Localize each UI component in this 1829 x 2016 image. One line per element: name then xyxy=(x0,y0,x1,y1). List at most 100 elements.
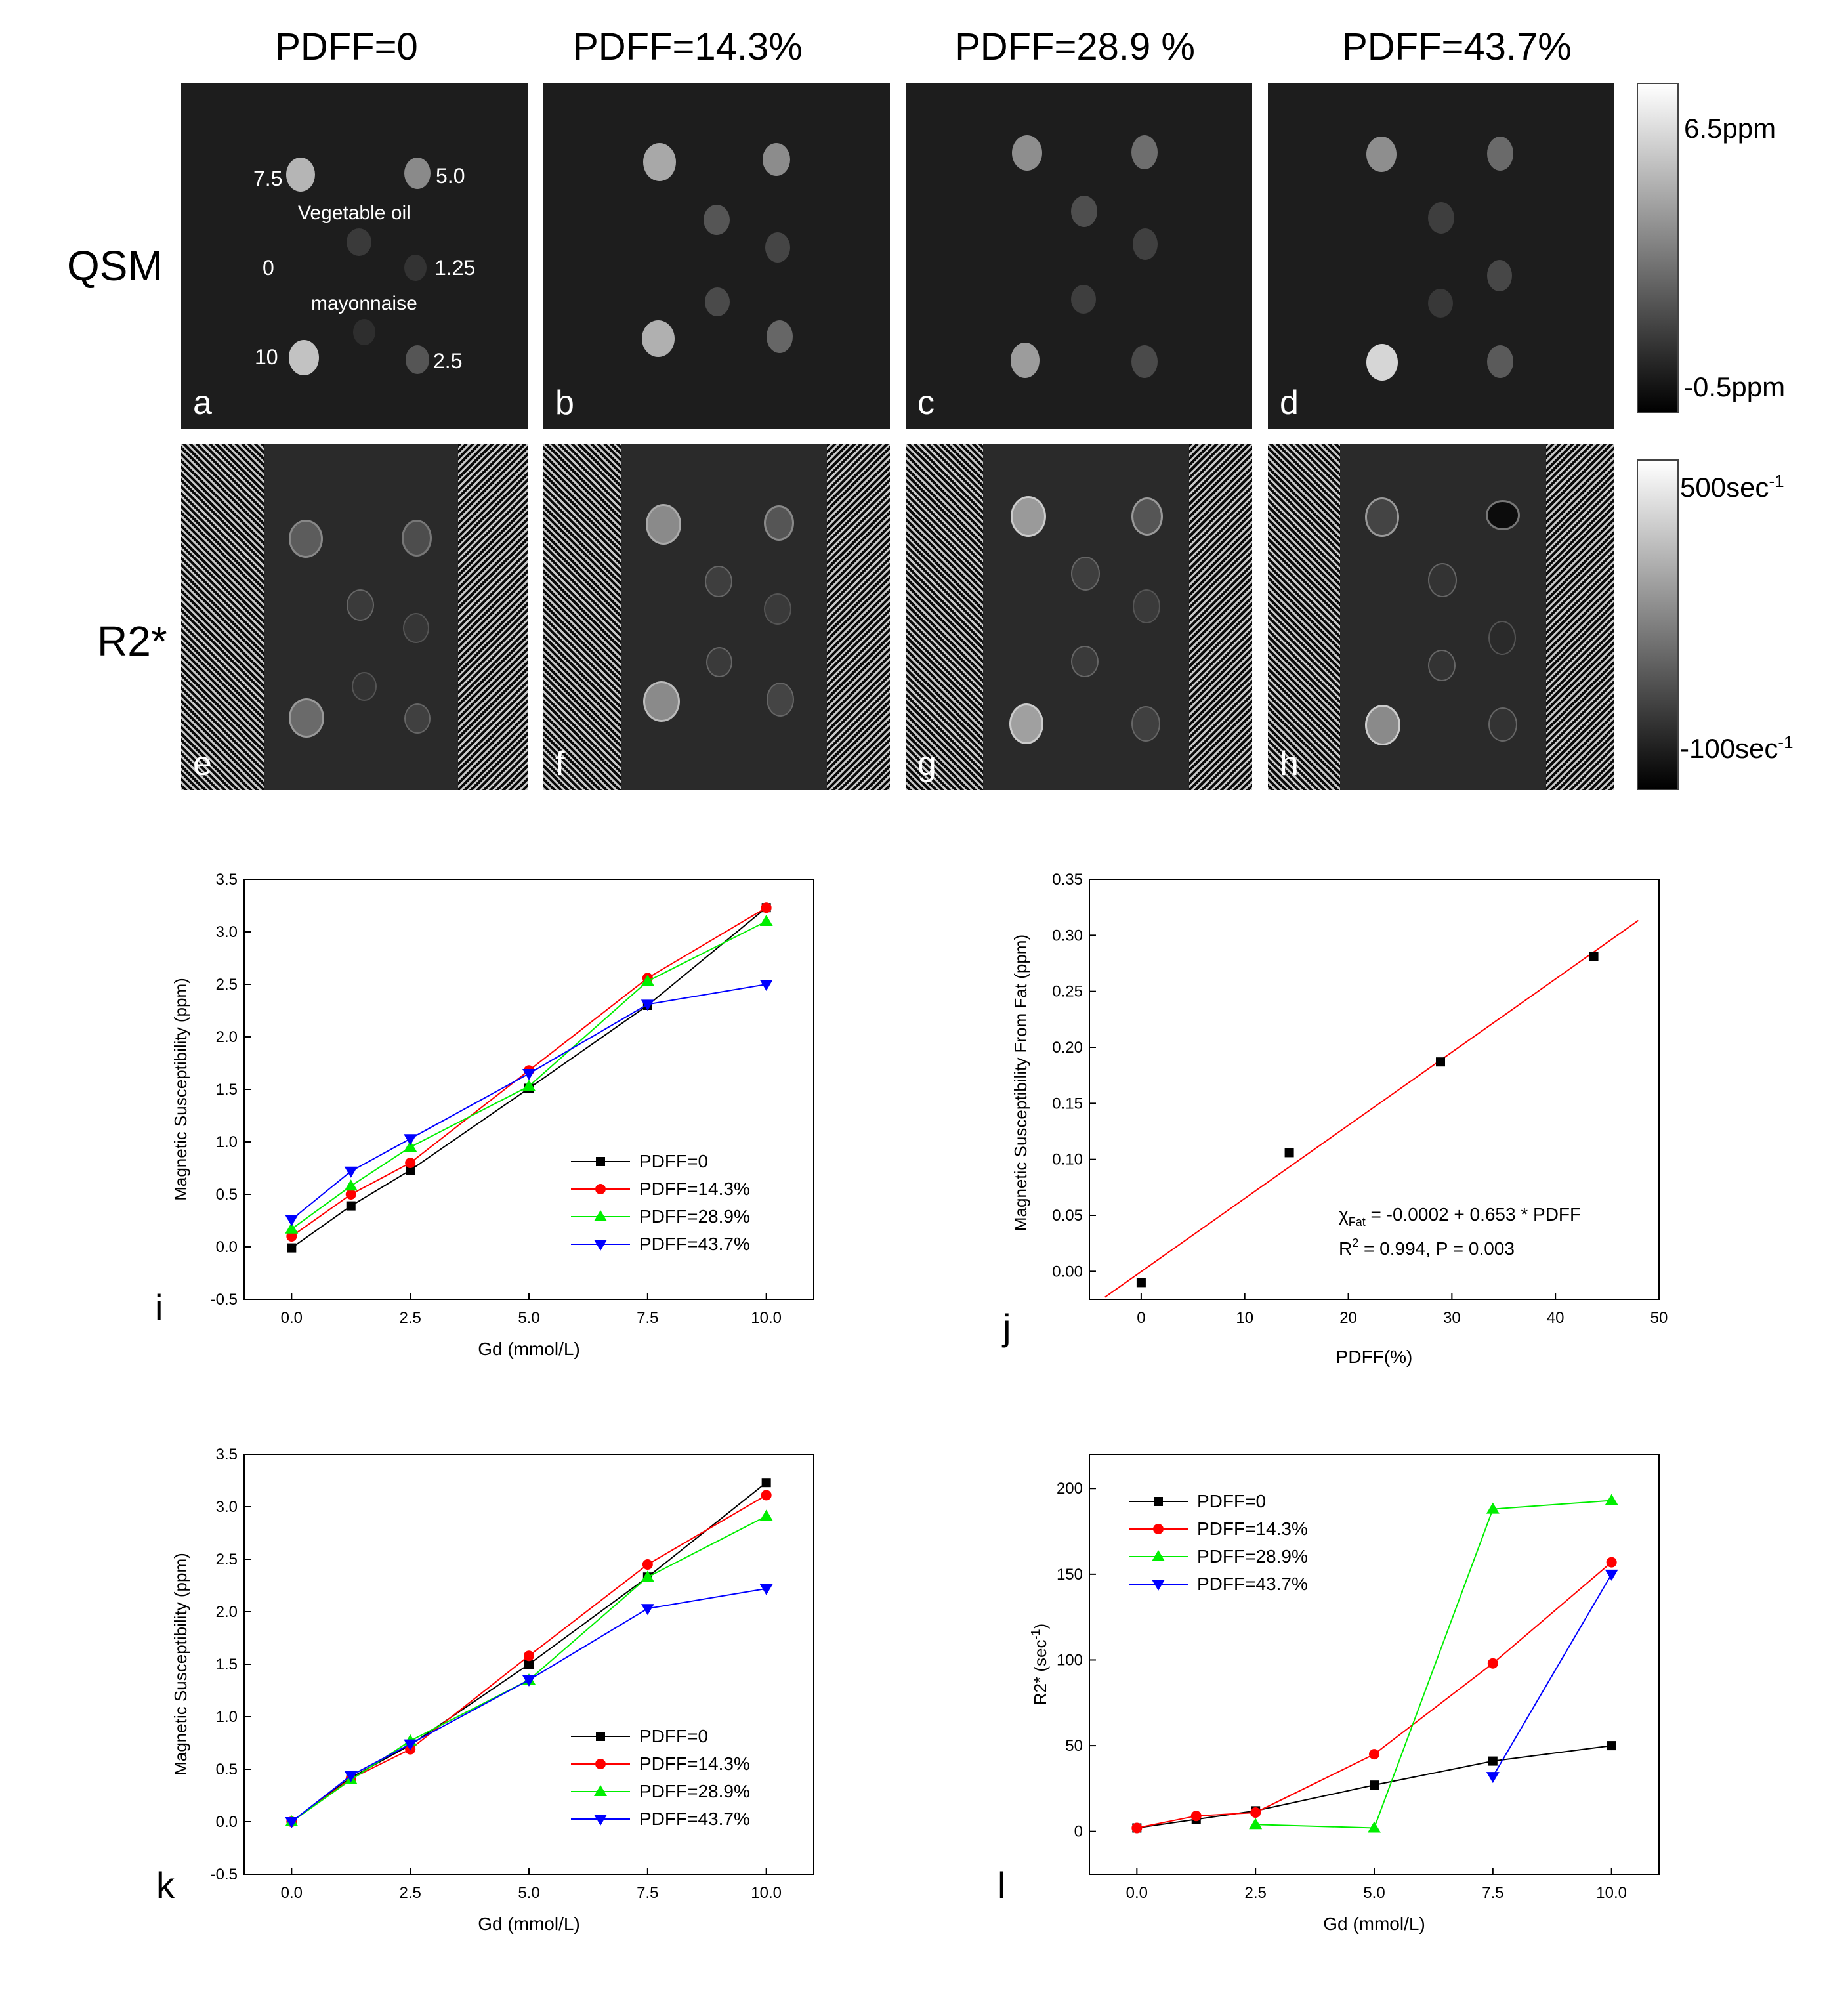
x-tick-label: 7.5 xyxy=(637,1309,658,1327)
data-point xyxy=(522,1675,536,1687)
y-tick-label: 2.0 xyxy=(216,1028,238,1046)
qsm-panel-d: d xyxy=(1268,83,1614,429)
data-point xyxy=(286,1231,297,1242)
series-line xyxy=(291,1482,767,1822)
background-noise xyxy=(1268,444,1340,790)
background-noise xyxy=(1189,444,1252,790)
chart-k-svg: 0.0 2.5 5.0 7.5 10.0 -0.5 0.0 0.5 1.0 1.5 2.0 2.5 3.… xyxy=(171,1446,814,1934)
y-axis-label: Magnetic Susceptibility From Fat (ppm) xyxy=(1011,934,1030,1231)
x-tick-label: 5.0 xyxy=(518,1309,539,1327)
tube xyxy=(289,698,324,738)
y-tick-label: 2.0 xyxy=(216,1603,238,1621)
y-tick-label: 3.0 xyxy=(216,923,238,941)
data-point xyxy=(596,1157,605,1166)
x-tick-label: 0 xyxy=(1137,1309,1145,1327)
x-tick-label: 5.0 xyxy=(518,1884,539,1902)
data-point xyxy=(595,1184,606,1194)
y-tick-label: 2.5 xyxy=(216,976,238,994)
x-tick-label: 30 xyxy=(1443,1309,1461,1327)
data-point xyxy=(1606,1557,1617,1568)
background-noise xyxy=(906,444,983,790)
tube xyxy=(767,682,794,717)
legend-label: PDFF=0 xyxy=(639,1151,708,1171)
panel-label-f: f xyxy=(555,745,565,783)
tube xyxy=(1428,202,1454,234)
data-point xyxy=(344,1771,358,1782)
data-point xyxy=(761,1490,772,1501)
column-title-pdff-28: PDFF=28.9 % xyxy=(955,26,1195,68)
tube xyxy=(705,566,732,597)
tube xyxy=(1012,135,1042,171)
data-point xyxy=(344,1179,358,1191)
plot-frame xyxy=(1089,879,1660,1300)
panel-label-j: j xyxy=(1003,1307,1011,1348)
legend-label: PDFF=28.9% xyxy=(639,1206,750,1227)
data-point xyxy=(346,1201,356,1211)
background-noise xyxy=(827,444,890,790)
data-point xyxy=(1152,1580,1165,1591)
x-axis-label: Gd (mmol/L) xyxy=(1323,1914,1425,1934)
chart-i: 0.0 2.5 5.0 7.5 10.0 -0.5 0.0 0.5 1.0 1.5 2.0 2.5 3.… xyxy=(158,866,840,1391)
tube xyxy=(1366,344,1398,381)
x-tick-label: 40 xyxy=(1547,1309,1565,1327)
tube xyxy=(1488,621,1516,655)
x-axis-label: PDFF(%) xyxy=(1336,1347,1413,1367)
background-noise xyxy=(458,444,528,790)
tube xyxy=(289,520,323,558)
y-tick-label: 0.25 xyxy=(1052,983,1083,1001)
legend-label: PDFF=0 xyxy=(1197,1491,1266,1511)
panel-label-i: i xyxy=(155,1287,163,1328)
y-tick-label: 0.0 xyxy=(216,1813,238,1831)
tube xyxy=(402,520,432,556)
data-point xyxy=(594,1785,607,1796)
background-noise xyxy=(181,444,264,790)
data-point xyxy=(641,1570,654,1582)
tube xyxy=(353,319,375,345)
y-tick-label: 150 xyxy=(1057,1566,1083,1584)
data-point xyxy=(524,1650,534,1662)
data-point xyxy=(761,1478,771,1488)
r2-panel-e: e xyxy=(181,444,528,790)
data-point xyxy=(759,915,773,926)
legend-label: PDFF=43.7% xyxy=(639,1234,750,1254)
mayonnaise-label: mayonnaise xyxy=(311,293,417,314)
y-tick-label: 1.5 xyxy=(216,1656,238,1673)
x-tick-label: 10.0 xyxy=(1596,1884,1627,1902)
panel-label-c: c xyxy=(917,384,935,422)
legend-label: PDFF=43.7% xyxy=(639,1809,750,1829)
qsm-colorbar-min: -0.5ppm xyxy=(1684,371,1786,402)
tube xyxy=(403,613,429,643)
tube xyxy=(1366,136,1397,172)
background-noise xyxy=(543,444,621,790)
tube xyxy=(406,345,429,374)
tube xyxy=(706,647,732,677)
tube xyxy=(1487,260,1512,291)
tube xyxy=(352,672,377,701)
y-tick-label: 0.10 xyxy=(1052,1151,1083,1169)
data-point xyxy=(594,1210,607,1221)
tube xyxy=(404,158,431,189)
r2-panel-h: h xyxy=(1268,444,1614,790)
y-tick-label: -0.5 xyxy=(211,1866,238,1883)
vegetable-oil-label: Vegetable oil xyxy=(298,202,411,224)
x-tick-label: 0.0 xyxy=(281,1309,303,1327)
panel-label-g: g xyxy=(917,745,936,783)
plot-frame xyxy=(1089,1454,1660,1875)
x-tick-label: 20 xyxy=(1339,1309,1357,1327)
series-line xyxy=(291,921,767,1230)
x-tick-label: 0.0 xyxy=(1126,1884,1148,1902)
y-tick-label: -0.5 xyxy=(211,1291,238,1309)
data-point xyxy=(345,1189,356,1200)
tube xyxy=(1131,497,1163,536)
tube xyxy=(764,505,794,541)
tube xyxy=(704,205,730,235)
x-tick-label: 7.5 xyxy=(1482,1884,1503,1902)
data-point xyxy=(1249,1818,1263,1830)
fit-statistics: R2 = 0.994, P = 0.003 xyxy=(1339,1236,1515,1259)
r2-colorbar-max: 500sec-1 xyxy=(1680,471,1784,503)
tube xyxy=(705,287,730,316)
data-point xyxy=(1488,1756,1498,1766)
chart-i-svg: 0.0 2.5 5.0 7.5 10.0 -0.5 0.0 0.5 1.0 1.5 2.0 2.5 3.… xyxy=(171,871,814,1359)
tube xyxy=(646,504,681,545)
tube xyxy=(404,255,427,281)
